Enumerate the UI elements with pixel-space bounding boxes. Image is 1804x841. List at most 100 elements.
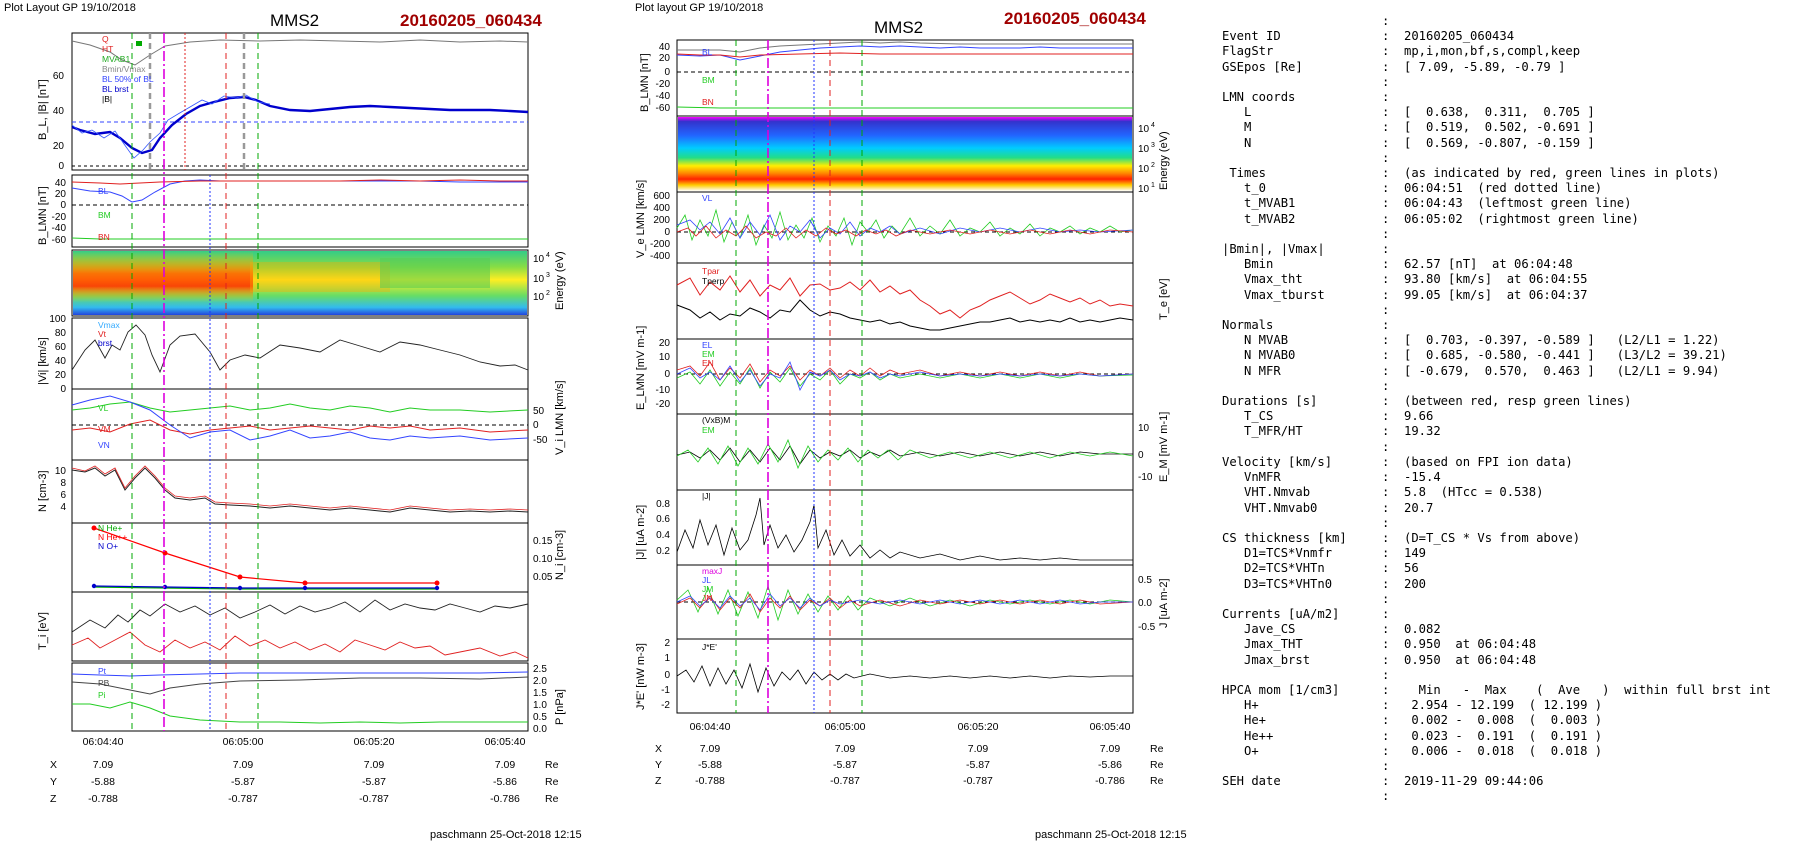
info-row: N MVAB: [ 0.703, -0.397, -0.589 ] (L2/L1 … bbox=[1222, 333, 1802, 348]
info-spacer: : bbox=[1382, 789, 1390, 804]
info-colon: : bbox=[1382, 439, 1390, 454]
info-value: 200 bbox=[1404, 576, 1427, 591]
info-key: t_MVAB1 bbox=[1222, 196, 1296, 211]
svg-text:0.5: 0.5 bbox=[533, 712, 547, 723]
info-key: N MFR bbox=[1222, 363, 1281, 378]
info-value: 06:04:51 (red dotted line) bbox=[1404, 181, 1603, 196]
legend-q: Q bbox=[102, 34, 109, 44]
info-value: [ 7.09, -5.89, -0.79 ] bbox=[1404, 59, 1566, 74]
info-key: |Bmin|, |Vmax| bbox=[1222, 242, 1325, 257]
legend-bl50: BL 50% of BL bbox=[102, 74, 154, 84]
right-je-content bbox=[676, 662, 1133, 694]
left-ion-spectrogram-content bbox=[73, 251, 527, 315]
right-eph-value: -0.788 bbox=[695, 775, 725, 787]
info-value: 5.8 (HTcc = 0.538) bbox=[1404, 485, 1544, 500]
right-ylabel-blmn: B_LMN [nT] bbox=[639, 53, 651, 112]
left-eph-value: 7.09 bbox=[495, 759, 516, 771]
info-spacer-key bbox=[1222, 668, 1382, 683]
info-colon: : bbox=[1382, 287, 1390, 302]
info-colon: : bbox=[1382, 500, 1390, 515]
left-axis-titles: B_L, |B| [nT] B_LMN [nT] Energy (eV) |Vi… bbox=[37, 79, 566, 725]
left-ylabel-n: N [cm-3] bbox=[37, 470, 49, 512]
info-key: T_MFR/HT bbox=[1222, 424, 1303, 439]
svg-text:40: 40 bbox=[55, 356, 67, 367]
info-spacer: : bbox=[1222, 440, 1802, 455]
right-ylabel-j: J [uA m-2] bbox=[1158, 578, 1170, 628]
right-ylabel-je: J*E' [nW m-3] bbox=[635, 643, 647, 710]
legend-hpca-o: N O+ bbox=[98, 541, 118, 551]
left-ylabel-bl: B_L, |B| [nT] bbox=[37, 79, 49, 140]
info-spacer: : bbox=[1222, 303, 1802, 318]
right-jmag-content bbox=[676, 497, 1133, 561]
legend-vilmn-m: VM bbox=[98, 424, 111, 434]
left-vi-mag-line bbox=[71, 324, 529, 374]
info-value: (D=T_CS * Vs from above) bbox=[1404, 530, 1581, 545]
svg-text:2: 2 bbox=[546, 290, 550, 297]
info-key: FlagStr bbox=[1222, 44, 1274, 59]
info-colon: : bbox=[1382, 394, 1390, 409]
info-row: VHT.Nmvab0:20.7 bbox=[1222, 501, 1802, 516]
legend-ve-l: VL bbox=[702, 193, 713, 203]
info-spacer-key bbox=[1222, 516, 1382, 531]
info-key: N bbox=[1222, 135, 1252, 150]
legend-mvab1: MVAB1 bbox=[102, 54, 130, 64]
info-value: 0.002 - 0.008 ( 0.003 ) bbox=[1404, 713, 1603, 728]
info-spacer: : bbox=[1222, 14, 1802, 29]
info-key: Jmax_brst bbox=[1222, 652, 1311, 667]
svg-text:0.0: 0.0 bbox=[1138, 598, 1152, 609]
info-colon: : bbox=[1382, 667, 1390, 682]
info-spacer-key bbox=[1222, 75, 1382, 90]
right-em-content bbox=[676, 438, 1134, 470]
info-row: D1=TCS*Vnmfr:149 bbox=[1222, 546, 1802, 561]
left-eph-label: Z bbox=[50, 793, 57, 805]
left-ylabel-ni: N_i [cm-3] bbox=[554, 530, 566, 580]
info-value: [ 0.703, -0.397, -0.589 ] (L2/L1 = 1.22) bbox=[1404, 333, 1720, 348]
svg-text:-10: -10 bbox=[1138, 472, 1153, 483]
info-row: HPCA mom [1/cm3]: Min - Max ( Ave ) with… bbox=[1222, 683, 1802, 698]
info-value: [ -0.679, 0.570, 0.463 ] (L2/L1 = 9.94) bbox=[1404, 363, 1720, 378]
info-colon: : bbox=[1382, 318, 1390, 333]
right-te-content bbox=[676, 275, 1134, 331]
right-blmn-content bbox=[676, 41, 1133, 109]
svg-text:1: 1 bbox=[1151, 182, 1155, 189]
info-key: Velocity [km/s] bbox=[1222, 454, 1333, 469]
info-value: 2019-11-29 09:44:06 bbox=[1404, 774, 1544, 789]
info-row: VHT.Nmvab:5.8 (HTcc = 0.538) bbox=[1222, 485, 1802, 500]
right-legends: BL BM BN VL Tpar Tperp EL EM EN (VxB)M E… bbox=[702, 47, 730, 652]
info-key: CS thickness [km] bbox=[1222, 530, 1347, 545]
svg-text:10: 10 bbox=[533, 254, 545, 265]
info-value: [ 0.685, -0.580, -0.441 ] (L3/L2 = 39.21… bbox=[1404, 348, 1727, 363]
right-time-axis: 06:04:40 06:05:00 06:05:20 06:05:40 bbox=[690, 721, 1131, 733]
info-row: N: [ 0.569, -0.807, -0.159 ] bbox=[1222, 136, 1802, 151]
info-colon: : bbox=[1382, 728, 1390, 743]
info-value: 06:05:02 (rightmost green line) bbox=[1404, 211, 1639, 226]
svg-text:3: 3 bbox=[1151, 142, 1155, 149]
legend-vi-vt: Vt bbox=[98, 329, 107, 339]
svg-text:0.05: 0.05 bbox=[533, 572, 553, 583]
svg-text:20: 20 bbox=[659, 338, 671, 349]
right-time-tick: 06:05:00 bbox=[825, 721, 866, 733]
info-colon: : bbox=[1382, 29, 1390, 44]
right-eph-label: Y bbox=[655, 759, 662, 771]
info-key: N MVAB0 bbox=[1222, 348, 1296, 363]
left-eph-value: 7.09 bbox=[364, 759, 385, 771]
info-key: D2=TCS*VHTn bbox=[1222, 561, 1325, 576]
left-eph-value: -5.88 bbox=[91, 776, 115, 788]
info-row: FlagStr: mp,i,mon,bf,s,compl,keep bbox=[1222, 44, 1802, 59]
svg-text:0.10: 0.10 bbox=[533, 554, 553, 565]
svg-text:20: 20 bbox=[53, 141, 65, 152]
info-key: Jmax_THT bbox=[1222, 637, 1303, 652]
legend-p-pi: Pi bbox=[98, 690, 106, 700]
info-key: H+ bbox=[1222, 698, 1259, 713]
info-spacer: : bbox=[1222, 668, 1802, 683]
info-colon: : bbox=[1382, 774, 1390, 789]
info-colon: : bbox=[1382, 242, 1390, 257]
svg-text:50: 50 bbox=[533, 406, 545, 417]
info-spacer-key bbox=[1222, 440, 1382, 455]
right-eph-value: 7.09 bbox=[968, 743, 989, 755]
info-colon: : bbox=[1382, 166, 1390, 181]
svg-text:10: 10 bbox=[1138, 184, 1150, 195]
info-value: 0.023 - 0.191 ( 0.191 ) bbox=[1404, 728, 1603, 743]
info-key: Event ID bbox=[1222, 29, 1281, 44]
